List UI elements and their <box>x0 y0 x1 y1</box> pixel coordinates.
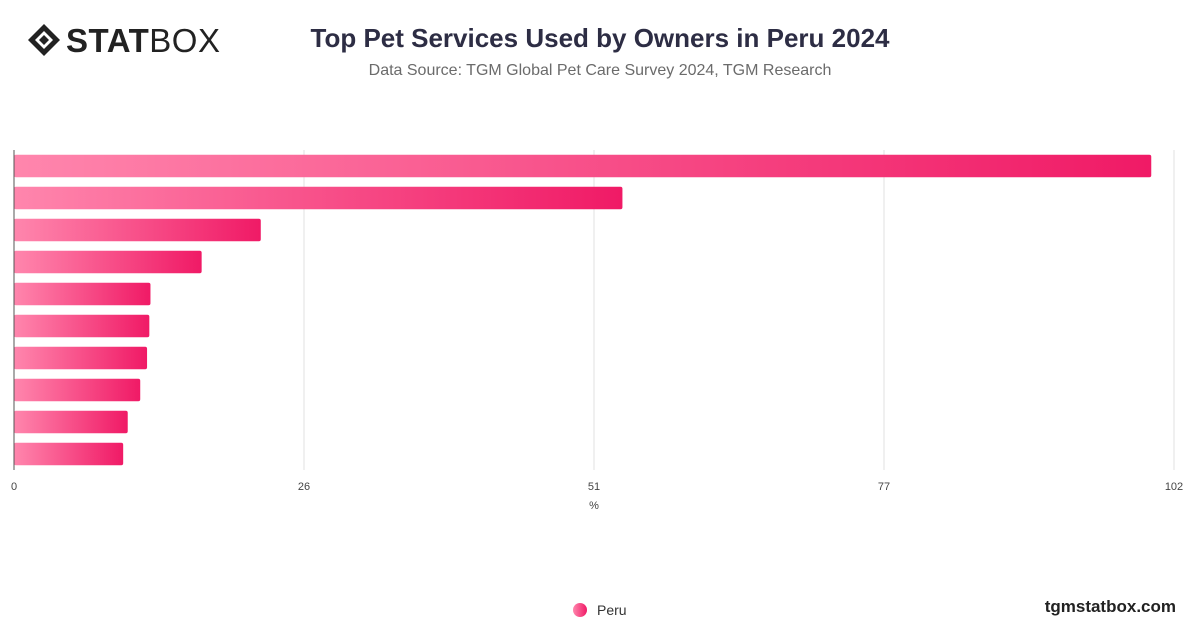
chart-subtitle: Data Source: TGM Global Pet Care Survey … <box>368 62 832 79</box>
bar[interactable] <box>14 218 261 242</box>
x-axis: 0 26 51 77 102% <box>11 150 1183 512</box>
bar[interactable] <box>14 282 151 306</box>
x-tick-label: 26 <box>298 481 310 493</box>
x-tick-label: 51 <box>588 481 600 493</box>
bars <box>14 154 1152 466</box>
statbox-diamond-icon <box>28 24 60 56</box>
bar[interactable] <box>14 154 1152 178</box>
x-tick-label: 77 <box>878 481 890 493</box>
bar[interactable] <box>14 378 141 402</box>
legend[interactable]: Peru <box>573 602 627 618</box>
bar[interactable] <box>14 186 623 210</box>
bar[interactable] <box>14 250 202 274</box>
bar[interactable] <box>14 410 128 434</box>
bar[interactable] <box>14 346 148 370</box>
bar[interactable] <box>14 442 124 466</box>
logo-word-light: BOX <box>149 21 221 59</box>
logo-wordmark: STATBOX <box>66 24 220 57</box>
brand-footer: tgmstatbox.com <box>1044 597 1176 616</box>
legend-swatch <box>573 603 587 617</box>
bar[interactable] <box>14 314 150 338</box>
legend-label-peru: Peru <box>597 602 627 618</box>
statbox-logo: STATBOX <box>26 22 220 58</box>
x-tick-label: 102 <box>1165 481 1183 493</box>
logo-word-bold: STAT <box>66 21 150 59</box>
x-axis-label: % <box>589 500 599 512</box>
x-tick-label: 0 <box>11 481 17 493</box>
chart-title: Top Pet Services Used by Owners in Peru … <box>310 23 890 53</box>
